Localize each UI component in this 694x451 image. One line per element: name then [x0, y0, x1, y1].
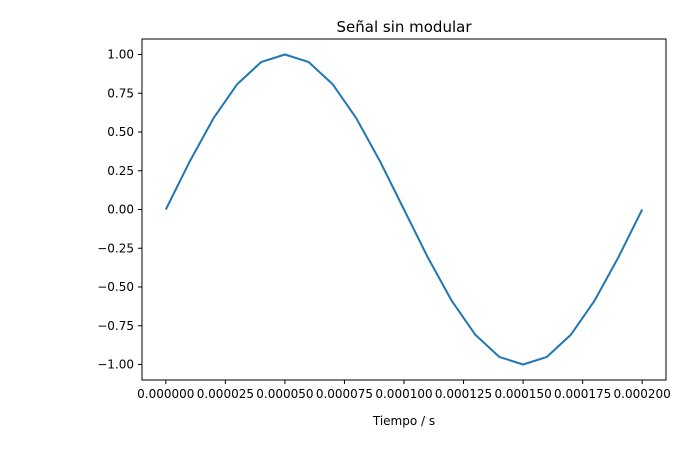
y-tick-label: −0.25: [97, 241, 134, 255]
x-tick-label: 0.000125: [435, 387, 492, 401]
x-tick-label: 0.000050: [256, 387, 313, 401]
y-tick-label: 0.25: [107, 164, 134, 178]
y-tick-label: −0.50: [97, 280, 134, 294]
x-tick-label: 0.000000: [137, 387, 194, 401]
x-axis-label: Tiempo / s: [372, 414, 435, 428]
x-tick-label: 0.000075: [316, 387, 373, 401]
y-tick-label: 0.50: [107, 125, 134, 139]
x-axis: 0.000000 0.000025 0.000050 0.000075 0.000100…: [137, 380, 671, 401]
y-tick-label: 1.00: [107, 48, 134, 62]
chart-title: Señal sin modular: [337, 18, 473, 36]
y-tick-label: 0.00: [107, 203, 134, 217]
x-tick-label: 0.000200: [614, 387, 671, 401]
x-tick-label: 0.000100: [375, 387, 432, 401]
y-tick-label: −0.75: [97, 319, 134, 333]
y-tick-label: 0.75: [107, 86, 134, 100]
y-axis: 1.00 0.75 0.50 0.25 0.00 −0.25 −0.50 −0.75 −1.00: [97, 48, 142, 372]
y-tick-label: −1.00: [97, 358, 134, 372]
x-tick-label: 0.000175: [554, 387, 611, 401]
series-line: [164, 53, 644, 366]
x-tick-label: 0.000150: [494, 387, 551, 401]
x-tick-label: 0.000025: [197, 387, 254, 401]
